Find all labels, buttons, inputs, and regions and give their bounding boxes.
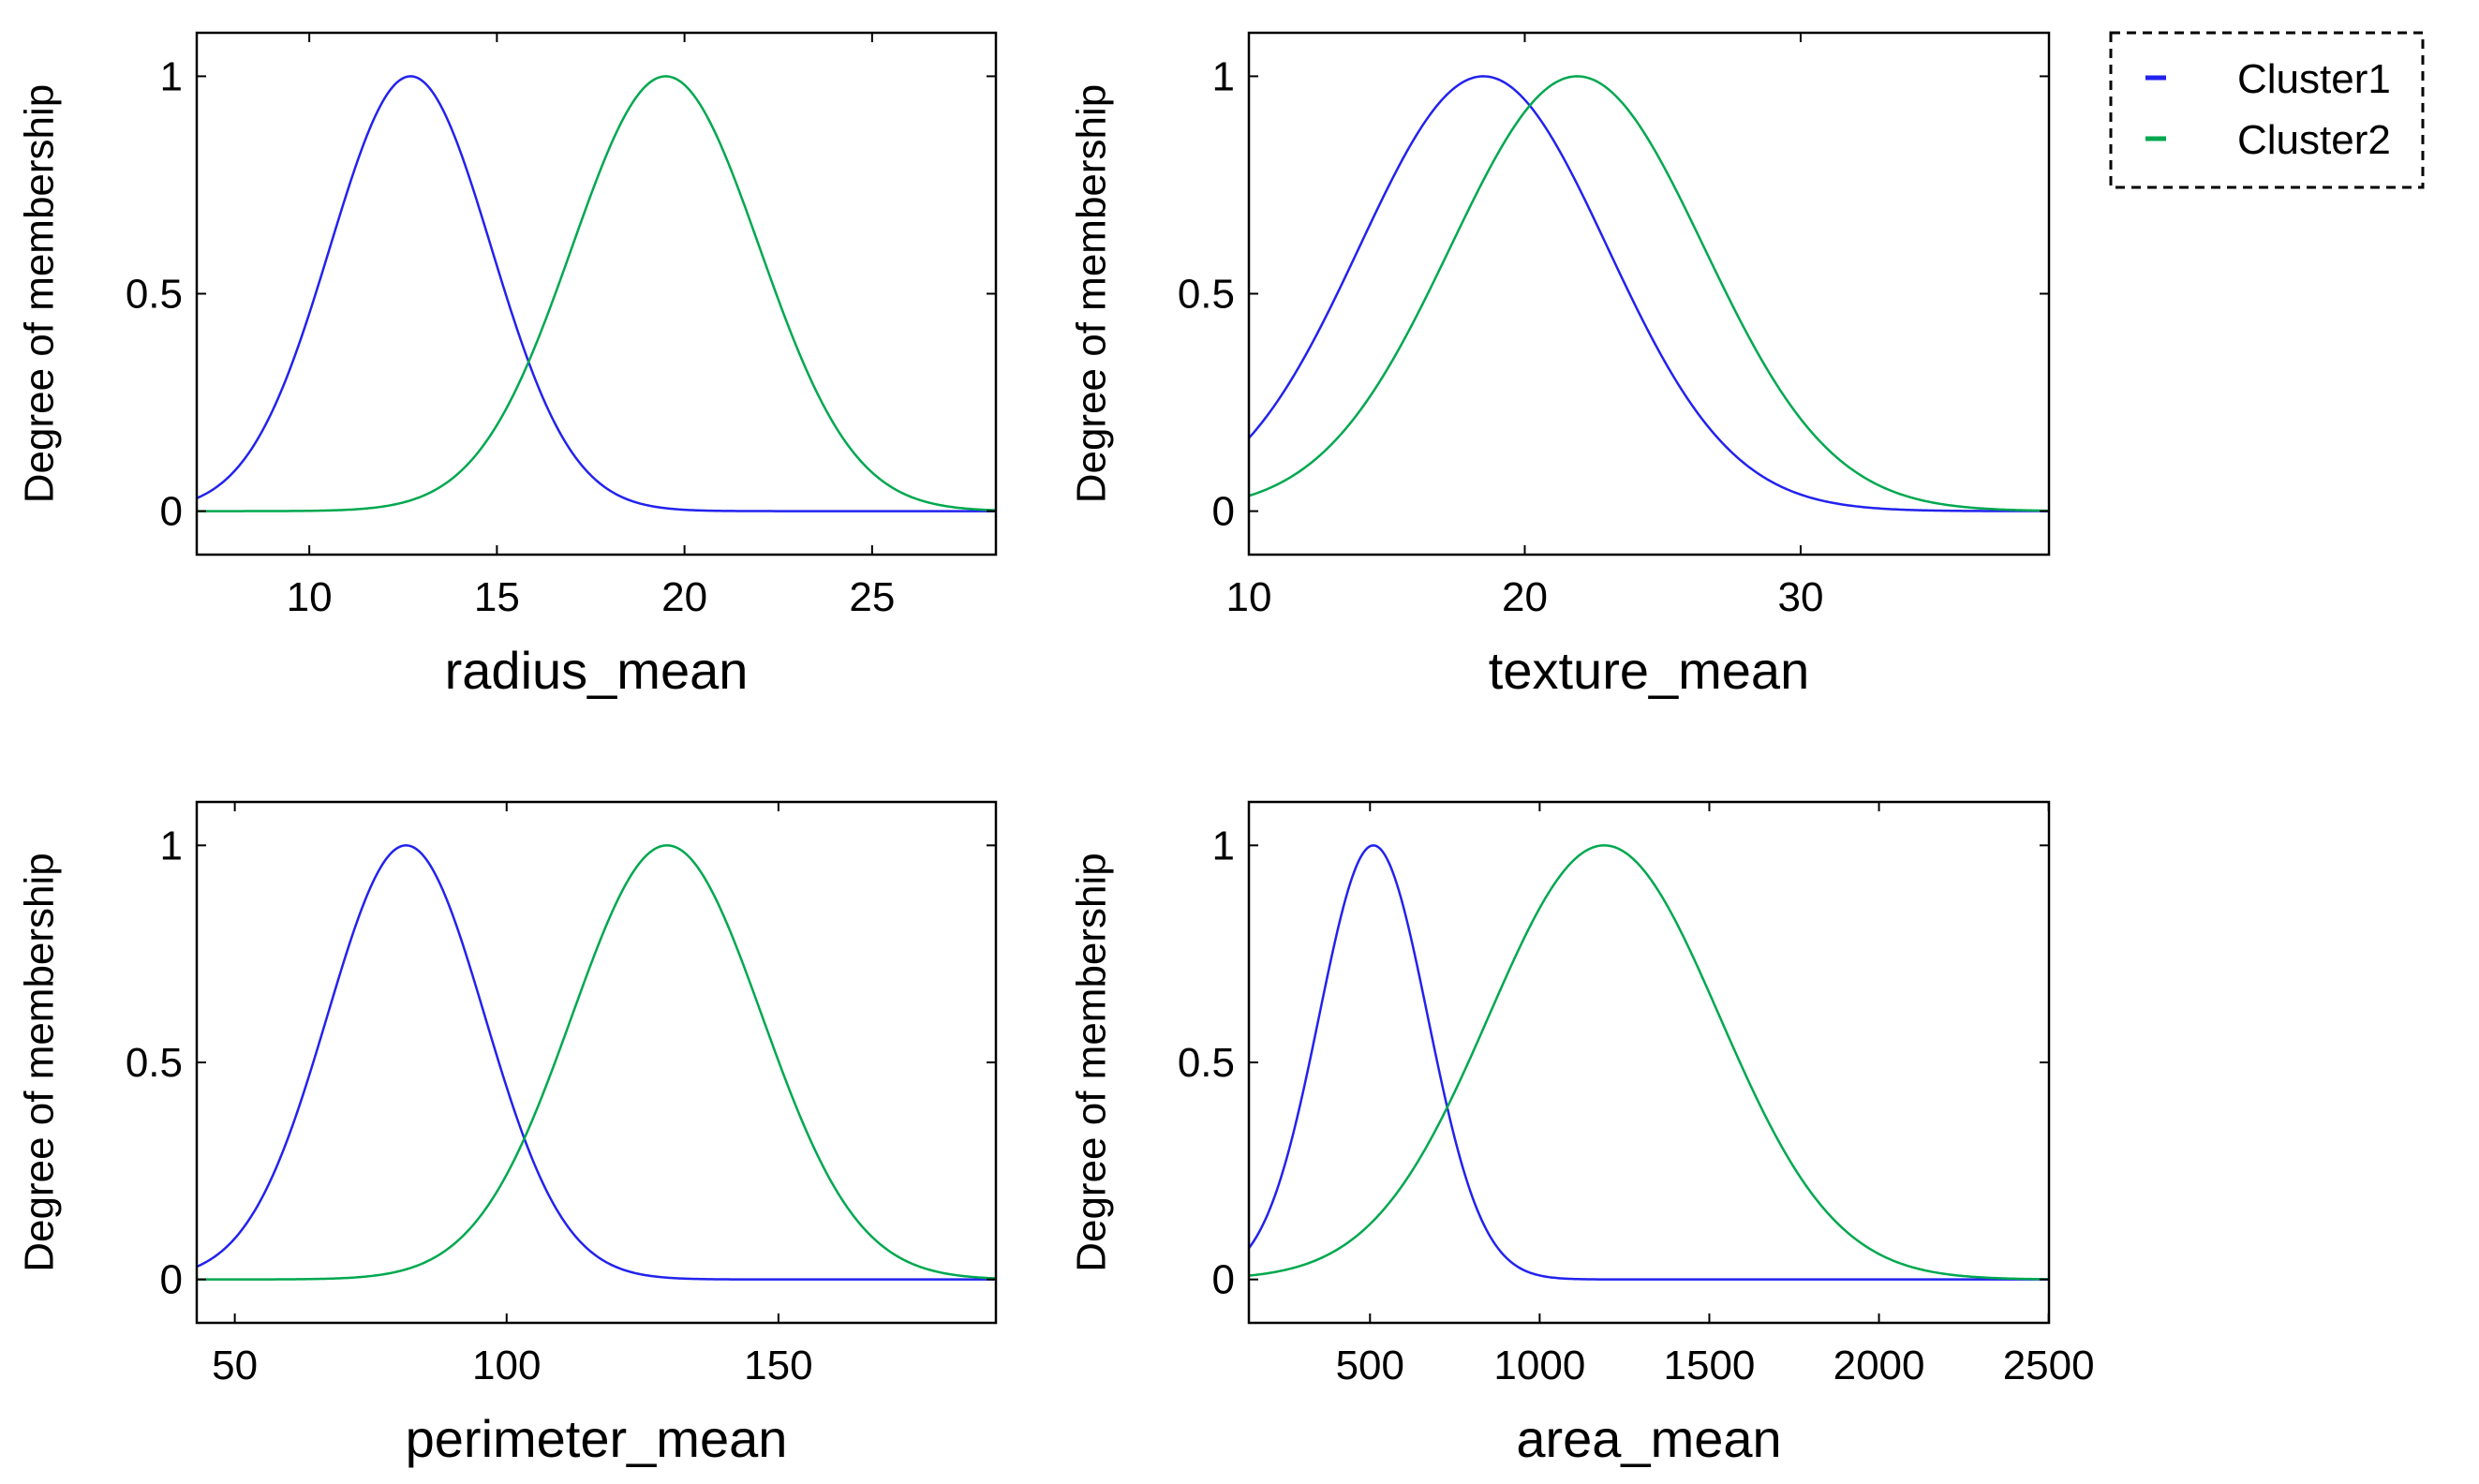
x-tick-label-perimeter: 100 <box>472 1343 541 1388</box>
chart-texture: 10 20 30 0 0.5 1 texture_mean Degree of members… <box>1069 31 2051 700</box>
x-tick-label-area: 2500 <box>2003 1343 2095 1388</box>
legend-box <box>2109 31 2425 189</box>
chart-area: 500 1000 1500 2000 2500 0 0.5 1 area_mean Degree … <box>1069 800 2095 1468</box>
x-tick-label-area: 1000 <box>1493 1343 1585 1388</box>
y-tick-label-texture: 0 <box>1212 489 1235 535</box>
x-tick-label-texture: 10 <box>1226 574 1272 620</box>
x-axis-label-area: area_mean <box>1516 1409 1781 1468</box>
x-axis-label-texture: texture_mean <box>1489 641 1809 700</box>
series-area-cluster1 <box>1247 844 2049 1281</box>
x-axis-label-perimeter: perimeter_mean <box>406 1409 788 1468</box>
series-radius-cluster2 <box>197 75 997 512</box>
x-tick-label-perimeter: 50 <box>212 1343 258 1388</box>
x-tick-label-perimeter: 150 <box>744 1343 812 1388</box>
series-texture-cluster2 <box>1248 75 2050 512</box>
x-tick-label-radius: 15 <box>474 574 520 620</box>
y-tick-label-texture: 1 <box>1212 53 1235 99</box>
x-tick-label-radius: 20 <box>661 574 707 620</box>
y-tick-label-perimeter: 0 <box>160 1257 183 1303</box>
y-tick-label-radius: 1 <box>160 53 183 99</box>
y-tick-label-radius: 0 <box>160 489 183 535</box>
x-tick-label-area: 2000 <box>1833 1343 1925 1388</box>
y-tick-label-area: 0.5 <box>1178 1040 1235 1086</box>
x-tick-label-area: 1500 <box>1664 1343 1756 1388</box>
series-perimeter-cluster1 <box>196 844 996 1281</box>
x-axis-label-radius: radius_mean <box>445 641 749 700</box>
x-tick-label-texture: 20 <box>1502 574 1548 620</box>
y-tick-label-area: 1 <box>1212 823 1235 868</box>
legend-label-cluster1: Cluster1 <box>2237 56 2391 102</box>
chart-radius: 10 15 20 25 0 0.5 1 radius_mean Degree of member… <box>17 31 998 700</box>
x-tick-label-area: 500 <box>1336 1343 1404 1388</box>
series-perimeter-cluster2 <box>197 844 997 1281</box>
y-tick-label-texture: 0.5 <box>1178 272 1235 318</box>
series-radius-cluster1 <box>196 75 996 512</box>
y-axis-label-area: Degree of membership <box>1069 853 1115 1272</box>
y-axis-label-perimeter: Degree of membership <box>17 853 63 1272</box>
y-axis-label-radius: Degree of membership <box>17 84 63 504</box>
y-tick-label-area: 0 <box>1212 1257 1235 1303</box>
series-area-cluster2 <box>1248 844 2050 1281</box>
y-tick-label-perimeter: 1 <box>160 823 183 868</box>
chart-perimeter: 50 100 150 0 0.5 1 perimeter_mean Degree of mem… <box>17 800 998 1468</box>
x-tick-label-radius: 25 <box>849 574 895 620</box>
legend-label-cluster2: Cluster2 <box>2237 117 2391 163</box>
series-texture-cluster1 <box>1248 75 2049 512</box>
y-axis-label-texture: Degree of membership <box>1069 84 1115 504</box>
y-tick-label-radius: 0.5 <box>126 272 183 318</box>
x-tick-label-texture: 30 <box>1777 574 1823 620</box>
x-tick-label-radius: 10 <box>287 574 333 620</box>
y-tick-label-perimeter: 0.5 <box>126 1040 183 1086</box>
legend: Cluster1 Cluster2 <box>2109 31 2425 189</box>
